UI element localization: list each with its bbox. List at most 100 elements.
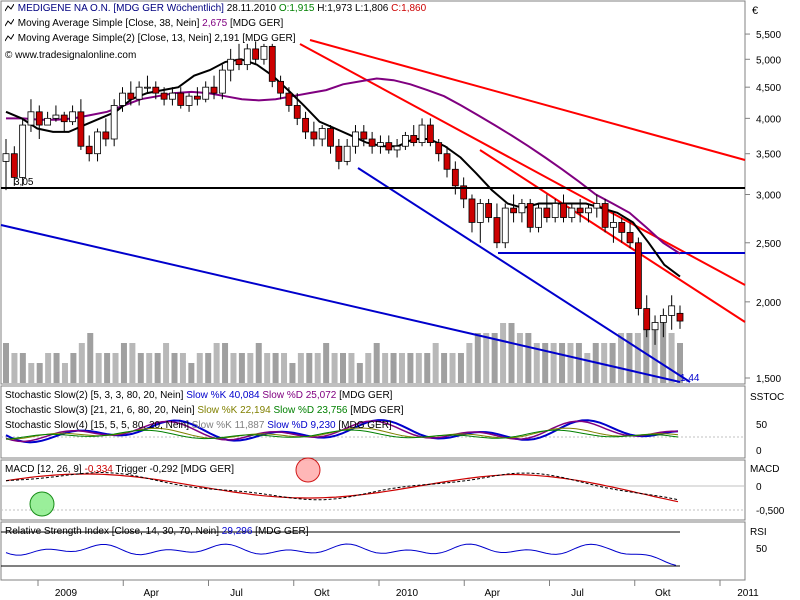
stoch1-k-value: 40,084 (229, 390, 260, 401)
volume-bar (171, 353, 178, 383)
low-value-label-2: 1,44 (680, 373, 700, 384)
volume-bar (196, 353, 203, 383)
volume-bar (272, 353, 279, 383)
volume-bar (516, 333, 523, 383)
macd-value: -0,334 (84, 464, 113, 475)
candle-body (501, 207, 509, 244)
candle-body (352, 131, 359, 147)
volume-bar (609, 343, 616, 383)
candle-body (60, 114, 68, 123)
stoch-axis-label: SSTOC (750, 392, 784, 403)
candle-body (451, 168, 459, 187)
macd-tick-neg: -0,500 (756, 506, 785, 517)
macd-sell-signal (295, 457, 321, 483)
x-tick-label: Jul (230, 588, 243, 599)
stoch2-k-value: 22,194 (240, 405, 271, 416)
stoch-header-2: Stochastic Slow(3) [21, 21, 6, 80, 20, N… (5, 405, 404, 416)
macd-line (5, 473, 679, 503)
high-label: H: (317, 3, 328, 14)
stoch2-k-label: Slow %K (197, 405, 238, 416)
candle-body (135, 86, 143, 100)
candle-body (426, 124, 434, 143)
ma38-value: 2,675 (202, 18, 228, 29)
candle-body (218, 69, 226, 94)
volume-bar (601, 343, 608, 383)
candle-body (343, 145, 351, 162)
candle-body (393, 145, 401, 151)
stoch3-d-value: 9,230 (310, 420, 336, 431)
volume-bar (567, 343, 574, 383)
candle-body (285, 92, 293, 106)
volume-bar (61, 363, 68, 383)
y-tick-label: 2,500 (756, 239, 781, 250)
stoch1-k-label: Slow %K (186, 390, 227, 401)
volume-bar (11, 353, 18, 383)
volume-bar (348, 353, 355, 383)
x-tick-label: 2010 (396, 588, 419, 599)
macd-buy-signal (29, 491, 55, 517)
candle-body (144, 86, 151, 89)
volume-bar (179, 353, 186, 383)
candle-body (518, 203, 526, 214)
volume-bar (424, 353, 431, 383)
volume-bar (382, 353, 389, 383)
volume-bar (129, 343, 136, 383)
trend-line-red-1 (309, 39, 746, 161)
volume-bar (112, 353, 119, 383)
x-tick-label: 2011 (737, 588, 759, 599)
macd-trigger-label: Trigger (115, 464, 147, 475)
volume-bar (146, 353, 153, 383)
volume-bar (205, 353, 212, 383)
macd-trigger-line (5, 471, 679, 501)
volume-bar (373, 343, 380, 383)
stoch-slow-d-line (5, 429, 679, 440)
volume-bar (559, 343, 566, 383)
volume-bar (340, 353, 346, 383)
macd-trigger-value: -0,292 (149, 464, 178, 475)
y-tick-label: 5,000 (756, 55, 781, 66)
candle-body (385, 142, 393, 151)
volume-bar (53, 353, 60, 383)
volume-bar (3, 343, 9, 383)
stoch3-k-value: 11,887 (234, 420, 265, 431)
candle-body (227, 58, 235, 71)
x-tick-label: Okt (314, 588, 330, 599)
candle-body (676, 312, 684, 322)
candle-body (202, 86, 210, 100)
low-value-label: 3,05 (14, 177, 34, 188)
ma13-label: Moving Average Simple(2) [Close, 13, Nei… (17, 33, 212, 44)
macd-label: MACD [12, 26, 9] (5, 464, 82, 475)
volume-bar (483, 333, 490, 383)
volume-bar (255, 343, 262, 383)
candle-body (335, 145, 343, 162)
volume-bar (525, 333, 532, 383)
volume-bar (466, 343, 473, 383)
open-value: 1,915 (289, 3, 315, 14)
candle-body (277, 80, 284, 94)
volume-bar (660, 323, 667, 383)
candle-body (2, 153, 10, 162)
candle-body (360, 131, 368, 140)
y-tick-label: 5,500 (756, 30, 781, 41)
volume-bar (626, 333, 633, 383)
candle-body (110, 105, 118, 140)
volume-bar (19, 353, 26, 383)
candle-body (119, 92, 126, 106)
candle-body (468, 198, 476, 223)
candle-body (485, 203, 493, 218)
price-header: MEDIGENE NA O.N. [MDG GER Wöchentlich] 2… (4, 3, 426, 14)
candles (2, 41, 684, 345)
volume-bar (95, 353, 102, 383)
x-tick-label: Jul (571, 588, 584, 599)
macd-suffix: [MDG GER] (180, 464, 235, 475)
x-tick-label: Apr (484, 588, 500, 599)
volume-bar (154, 353, 161, 383)
candle-body (634, 242, 642, 309)
stoch-header-1: Stochastic Slow(2) [5, 3, 3, 80, 20, Nei… (5, 390, 392, 401)
volume-bar (432, 343, 439, 383)
candle-body (160, 92, 168, 100)
y-tick-label: 4,500 (756, 83, 781, 94)
volume-bar (36, 363, 43, 383)
candle-body (193, 95, 201, 100)
candle-body (585, 207, 592, 214)
